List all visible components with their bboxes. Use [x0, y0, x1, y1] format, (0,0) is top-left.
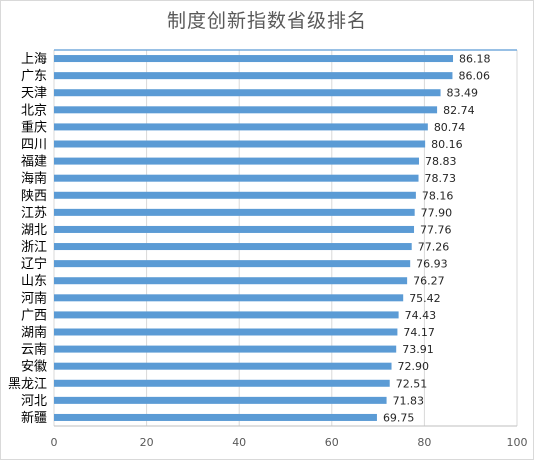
- category-label: 海南: [21, 171, 47, 187]
- data-label: 82.74: [443, 104, 475, 117]
- bar: [54, 123, 428, 131]
- bar: [54, 174, 419, 182]
- category-label: 广东: [21, 69, 47, 84]
- data-label: 77.76: [420, 223, 452, 236]
- category-label: 云南: [21, 342, 47, 358]
- x-tick-label: 40: [232, 436, 246, 449]
- category-label: 上海: [21, 52, 47, 67]
- data-label: 78.83: [425, 155, 457, 168]
- category-label: 河南: [21, 290, 47, 306]
- labels: 0 20 40 60 80 100 上海 86.18 广东 86.06 天津 83.49 北京 82.74…: [8, 52, 528, 449]
- category-label: 山东: [21, 274, 47, 289]
- data-label: 77.90: [421, 206, 453, 219]
- category-label: 辽宁: [21, 256, 47, 272]
- bar: [54, 277, 408, 285]
- category-label: 安徽: [21, 360, 47, 375]
- category-label: 黑龙江: [8, 377, 47, 392]
- bar: [54, 379, 390, 387]
- category-label: 新疆: [21, 410, 47, 426]
- bar: [54, 413, 377, 421]
- bar: [54, 294, 404, 302]
- category-label: 浙江: [21, 240, 47, 255]
- bar: [54, 362, 392, 370]
- data-label: 77.26: [418, 241, 450, 254]
- category-label: 河北: [21, 394, 47, 409]
- data-label: 76.27: [413, 275, 445, 288]
- bar: [54, 311, 399, 319]
- bar: [54, 328, 398, 336]
- bar: [54, 140, 426, 148]
- x-tick-label: 0: [51, 436, 58, 449]
- category-label: 四川: [21, 138, 47, 153]
- category-label: 湖南: [21, 325, 47, 341]
- bar: [54, 225, 415, 233]
- bar: [54, 345, 397, 353]
- data-label: 72.51: [396, 377, 428, 390]
- category-label: 天津: [21, 86, 47, 101]
- bar: [54, 208, 415, 216]
- x-tick-label: 100: [507, 436, 528, 449]
- data-label: 72.90: [398, 360, 430, 373]
- bar: [54, 243, 412, 251]
- bar: [54, 157, 419, 165]
- data-label: 83.49: [447, 87, 479, 100]
- category-label: 湖北: [21, 223, 47, 238]
- data-label: 69.75: [383, 411, 415, 424]
- bars: [54, 55, 454, 421]
- bar: [54, 55, 454, 63]
- x-tick-label: 60: [325, 436, 339, 449]
- category-label: 重庆: [21, 119, 47, 135]
- data-label: 74.43: [405, 309, 437, 322]
- data-label: 80.16: [431, 138, 463, 151]
- bar: [54, 106, 438, 114]
- bar: [54, 89, 441, 97]
- data-label: 80.74: [434, 121, 466, 134]
- bar: [54, 191, 416, 199]
- data-label: 78.16: [422, 189, 454, 202]
- data-label: 78.73: [425, 172, 457, 185]
- category-label: 福建: [21, 155, 47, 170]
- chart-title: 制度创新指数省级排名: [166, 10, 367, 32]
- x-tick-label: 20: [140, 436, 154, 449]
- data-label: 71.83: [393, 394, 425, 407]
- category-label: 广西: [21, 308, 47, 323]
- data-label: 73.91: [402, 343, 434, 356]
- x-tick-label: 80: [417, 436, 431, 449]
- bar: [54, 72, 453, 80]
- category-label: 陕西: [21, 189, 47, 204]
- data-label: 75.42: [409, 292, 441, 305]
- data-label: 74.17: [403, 326, 435, 339]
- bar: [54, 260, 411, 268]
- category-label: 北京: [21, 103, 47, 118]
- data-label: 86.06: [458, 70, 490, 83]
- data-label: 86.18: [459, 53, 491, 66]
- data-label: 76.93: [416, 258, 448, 271]
- bar: [54, 396, 387, 404]
- category-label: 江苏: [21, 205, 47, 221]
